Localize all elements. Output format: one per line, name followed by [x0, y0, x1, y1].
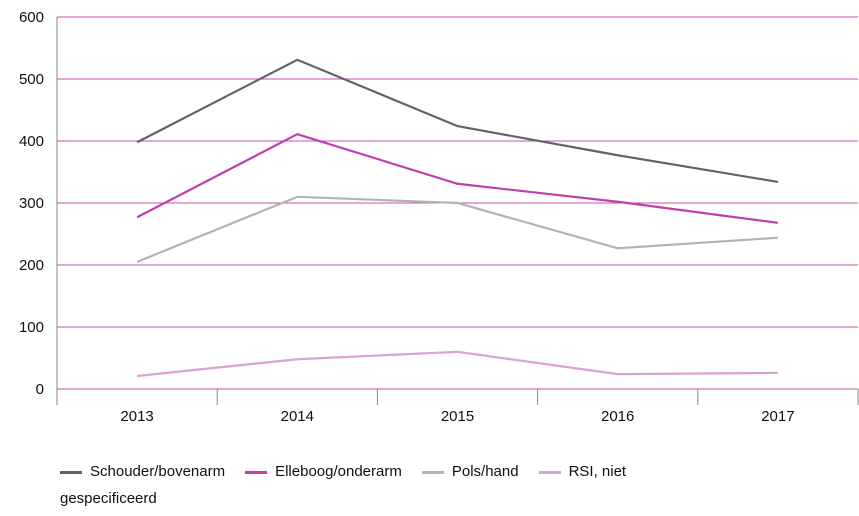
- legend-swatch: [421, 470, 444, 474]
- y-tick-label: 100: [19, 319, 44, 336]
- line-series: [136, 195, 778, 263]
- y-tick-label: 200: [19, 257, 44, 274]
- legend-label: Pols/hand: [451, 463, 519, 480]
- chart: 0 100 200 300 400 500 600 2013 2014 2015 2016 2017: [19, 9, 859, 425]
- x-tick-label: 2015: [441, 408, 474, 425]
- legend: Schouder/bovenarm Elleboog/onderarm Pols/h…: [60, 458, 700, 512]
- y-tick-label: 400: [19, 133, 44, 150]
- line-series: [136, 58, 779, 184]
- legend-swatch: [538, 470, 561, 474]
- y-tick-label: 600: [19, 9, 44, 26]
- legend-label: RSI, niet gespecificeerd: [60, 463, 627, 507]
- legend-item: Pols/hand: [421, 463, 519, 480]
- legend-item: RSI, niet gespecificeerd: [60, 463, 626, 507]
- legend-label: Schouder/bovenarm: [90, 463, 226, 480]
- x-tick-label: 2014: [281, 408, 314, 425]
- legend-swatch: [60, 470, 82, 474]
- x-tick-label: 2017: [761, 408, 794, 425]
- y-tick-label: 500: [19, 71, 44, 88]
- y-tick-label: 0: [36, 381, 44, 398]
- legend-item: Elleboog/onderarm: [245, 463, 402, 480]
- line-series: [136, 350, 778, 378]
- legend-label: Elleboog/onderarm: [275, 463, 402, 480]
- legend-item: Schouder/bovenarm: [60, 463, 225, 480]
- x-tick-label: 2016: [601, 408, 634, 425]
- x-tick-label: 2013: [120, 408, 153, 425]
- legend-swatch: [245, 470, 268, 474]
- y-tick-label: 300: [19, 195, 44, 212]
- line-series: [136, 132, 779, 224]
